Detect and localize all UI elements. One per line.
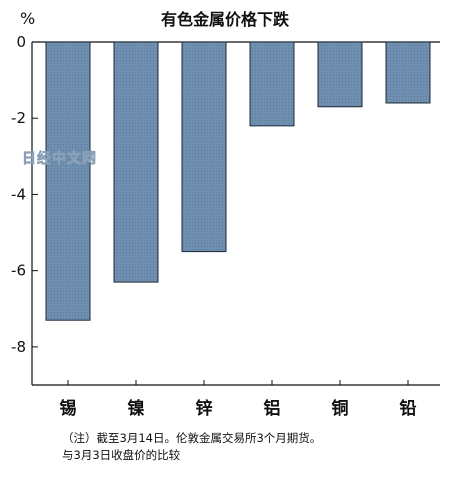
bar-2 [113,41,159,283]
category-label: 镍 [128,398,145,419]
chart-title: 有色金属价格下跌 [161,10,290,29]
plot-area: 0 -2 -4 -6 -8 锡 镍 锌 铝 铜 铅 日经中文网 [11,33,440,419]
bar-6 [385,41,431,104]
watermark-logo: 日经中文网 [22,150,97,167]
y-tick-label: 0 [16,33,26,51]
bar-1 [45,41,91,321]
footnote-line-1: （注）截至3月14日。伦敦金属交易所3个月期货。 [62,431,322,445]
footnote: （注）截至3月14日。伦敦金属交易所3个月期货。 与3月3日收盘价的比较 [62,430,442,464]
y-tick-label: -4 [11,185,26,203]
bar-4 [249,41,295,127]
category-label: 锌 [196,398,213,419]
footnote-line-2: 与3月3日收盘价的比较 [62,448,181,462]
category-label: 铅 [400,398,417,419]
category-label: 锡 [60,398,77,419]
category-label: 铝 [264,398,281,419]
y-unit-label: % [20,9,35,28]
y-tick-label: -8 [11,338,26,356]
y-tick-label: -6 [11,262,26,280]
bar-5 [317,41,363,108]
y-tick-label: -2 [11,109,26,127]
category-label: 铜 [332,398,349,419]
bar-3 [181,41,227,253]
